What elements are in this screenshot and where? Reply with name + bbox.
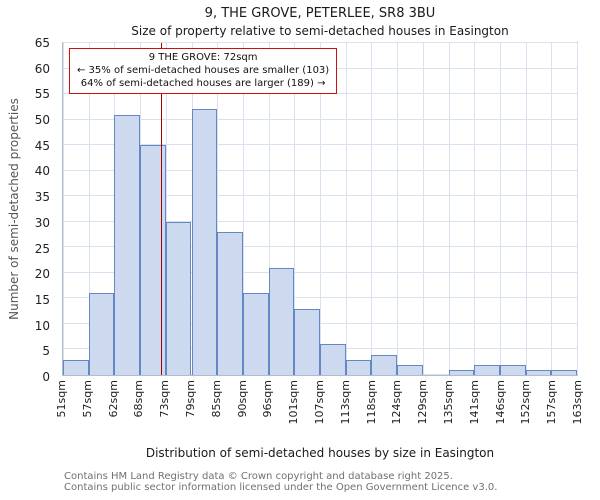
v-gridline [294, 43, 296, 375]
histogram-bar [525, 369, 552, 375]
x-tick-label: 51sqm [55, 380, 68, 418]
x-tick-label: 163sqm [571, 380, 584, 425]
x-tick-label: 146sqm [493, 380, 507, 425]
histogram-bar [397, 364, 423, 375]
property-annotation-box: 9 THE GROVE: 72sqm ← 35% of semi-detache… [69, 48, 338, 94]
x-tick-label: 96sqm [261, 380, 275, 418]
x-tick-label: 107sqm [313, 380, 326, 425]
x-tick-label: 57sqm [80, 380, 94, 418]
histogram-bar [242, 293, 269, 375]
histogram-bar [499, 364, 526, 375]
y-tick-label: 45 [34, 138, 50, 153]
histogram-bar [474, 364, 500, 375]
histogram-bar [345, 359, 372, 375]
h-gridline [63, 42, 577, 43]
histogram-bar [294, 308, 320, 375]
annotation-line-3: 64% of semi-detached houses are larger (… [80, 78, 326, 90]
y-tick-label: 35 [34, 190, 50, 205]
histogram-bar [63, 359, 89, 375]
histogram-bar [448, 369, 475, 375]
v-gridline [551, 43, 553, 375]
v-gridline [268, 43, 270, 375]
chart-subtitle: Size of property relative to semi-detach… [131, 24, 509, 38]
histogram-bar [551, 369, 577, 375]
y-axis-ticks: 0 5 10 15 20 25 30 35 40 45 50 55 60 65 [0, 36, 58, 384]
y-tick-label: 0 [42, 370, 50, 384]
y-tick-label: 30 [34, 215, 50, 230]
v-gridline [577, 43, 578, 375]
histogram-bar [191, 109, 218, 375]
y-tick-label: 60 [34, 61, 50, 76]
histogram-bar [88, 293, 115, 375]
x-tick-label: 73sqm [158, 380, 172, 418]
v-gridline [242, 43, 244, 375]
footer-attribution-line-2: Contains public sector information licen… [64, 482, 498, 493]
histogram-bar [371, 354, 398, 375]
y-tick-label: 40 [34, 164, 50, 179]
histogram-bar [268, 267, 295, 375]
v-gridline [397, 43, 399, 375]
v-gridline [371, 43, 373, 375]
x-tick-label: 157sqm [545, 380, 559, 425]
v-gridline [88, 43, 90, 375]
v-gridline [525, 43, 527, 375]
x-tick-label: 152sqm [519, 380, 533, 425]
y-tick-label: 65 [34, 36, 50, 50]
chart-title: 9, THE GROVE, PETERLEE, SR8 3BU [204, 6, 436, 21]
y-tick-label: 5 [42, 344, 50, 359]
histogram-bar [217, 232, 243, 375]
footer-attribution-line-1: Contains HM Land Registry data © Crown c… [64, 471, 453, 482]
property-size-marker-line [160, 43, 163, 375]
y-tick-label: 25 [34, 241, 50, 256]
histogram-bar [165, 221, 192, 375]
v-gridline [217, 43, 219, 375]
v-gridline [422, 43, 424, 375]
v-gridline [474, 43, 476, 375]
x-tick-label: 85sqm [209, 380, 223, 418]
x-tick-label: 90sqm [235, 380, 249, 418]
annotation-line-1: 9 THE GROVE: 72sqm [148, 52, 258, 63]
y-tick-label: 55 [34, 87, 50, 102]
x-tick-label: 124sqm [390, 380, 404, 425]
x-tick-label: 129sqm [416, 380, 430, 425]
v-gridline [448, 43, 450, 375]
v-gridline [63, 43, 64, 375]
annotation-line-2: ← 35% of semi-detached houses are smalle… [77, 65, 330, 77]
v-gridline [345, 43, 347, 375]
y-tick-label: 15 [34, 292, 50, 307]
x-tick-label: 68sqm [132, 380, 146, 418]
x-axis-ticks: 51sqm 57sqm 62sqm 68sqm 73sqm 79sqm 85sqm 90sqm… [55, 377, 584, 443]
x-tick-label: 101sqm [287, 380, 301, 425]
v-gridline [320, 43, 321, 375]
x-axis-label: Distribution of semi-detached houses by … [145, 446, 495, 460]
x-tick-label: 135sqm [442, 380, 455, 425]
x-tick-label: 113sqm [338, 380, 352, 425]
v-gridline [165, 43, 167, 375]
y-tick-label: 10 [34, 318, 50, 333]
x-tick-label: 141sqm [467, 380, 481, 425]
v-gridline [499, 43, 501, 375]
x-tick-label: 79sqm [184, 380, 197, 418]
y-tick-label: 20 [34, 267, 50, 282]
plot-area: 9 THE GROVE: 72sqm ← 35% of semi-detache… [62, 42, 578, 376]
histogram-bar [114, 114, 141, 375]
x-tick-label: 118sqm [364, 380, 378, 425]
y-tick-label: 50 [34, 113, 50, 128]
x-tick-label: 62sqm [106, 380, 120, 418]
histogram-bar [320, 344, 346, 375]
